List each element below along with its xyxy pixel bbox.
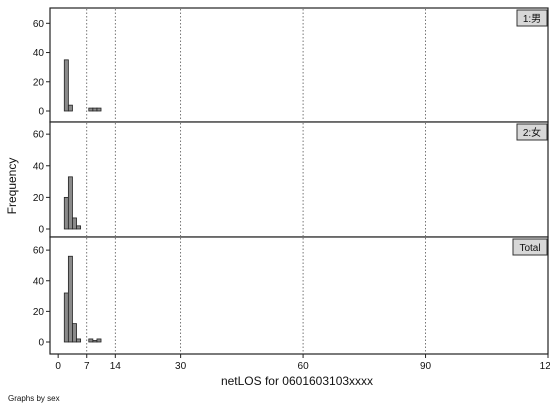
histogram-bar [67,104,73,112]
x-axis: 0 7 14 30 60 90 120 [55,354,550,372]
x-tick-label: 14 [110,361,122,372]
x-axis-title: netLOS for 0601603103xxxx [221,374,373,388]
histogram-bar [76,338,82,343]
x-tick-label: 30 [175,361,187,372]
panel-label-box [516,9,548,27]
histogram-bar [92,107,98,112]
y-axis-title: Frequency [5,158,19,215]
panel-label-box [516,123,548,141]
panel-frame [49,121,549,238]
histogram-bar [72,323,77,343]
y-tick-label: 60 [33,246,45,257]
y-tick-label: 20 [33,77,45,88]
panel-1: 0 20 40 60 1:男 [33,7,549,123]
histogram-bar [63,196,69,230]
x-tick-label: 0 [55,361,61,372]
x-tick-label: 7 [84,361,90,372]
y-tick-label: 20 [33,307,45,318]
x-tick-label: 60 [298,361,310,372]
y-tick-label: 40 [33,276,45,287]
x-tick-label: 120 [540,361,550,372]
y-tick-label: 60 [33,19,45,30]
panel-frame [49,236,549,355]
histogram-bar [67,176,73,230]
panel-label: 2:女 [523,126,541,139]
y-tick-label: 60 [33,130,45,141]
panel-frame [49,7,549,123]
graphs-by-note: Graphs by sex [8,394,60,403]
histogram-bar [96,107,102,112]
panel-label: Total [519,243,540,254]
histogram-bar [67,255,73,343]
histogram-bar [72,217,77,230]
y-tick-label: 40 [33,161,45,172]
y-tick-label: 0 [38,338,44,349]
histogram-bar [63,292,69,343]
histogram-bar [92,340,98,343]
x-tick-label: 90 [420,361,432,372]
panel-2: 0 20 40 60 2:女 [33,121,549,238]
histogram-bar [88,338,94,343]
y-tick-label: 0 [38,225,44,236]
panel-label-box [512,238,548,256]
panel-label: 1:男 [523,13,541,25]
y-tick-label: 40 [33,48,45,59]
histogram-bar [76,225,82,230]
histogram-bar [88,107,94,112]
panel-3: 0 20 40 60 Total [33,236,549,355]
panels-layer: 0 20 40 60 1:男 0 20 40 60 2:女 0 20 40 60 Total [33,7,549,355]
histogram-bar [96,338,102,343]
y-tick-label: 20 [33,193,45,204]
histogram-bar [63,59,69,112]
y-tick-label: 0 [38,107,44,118]
